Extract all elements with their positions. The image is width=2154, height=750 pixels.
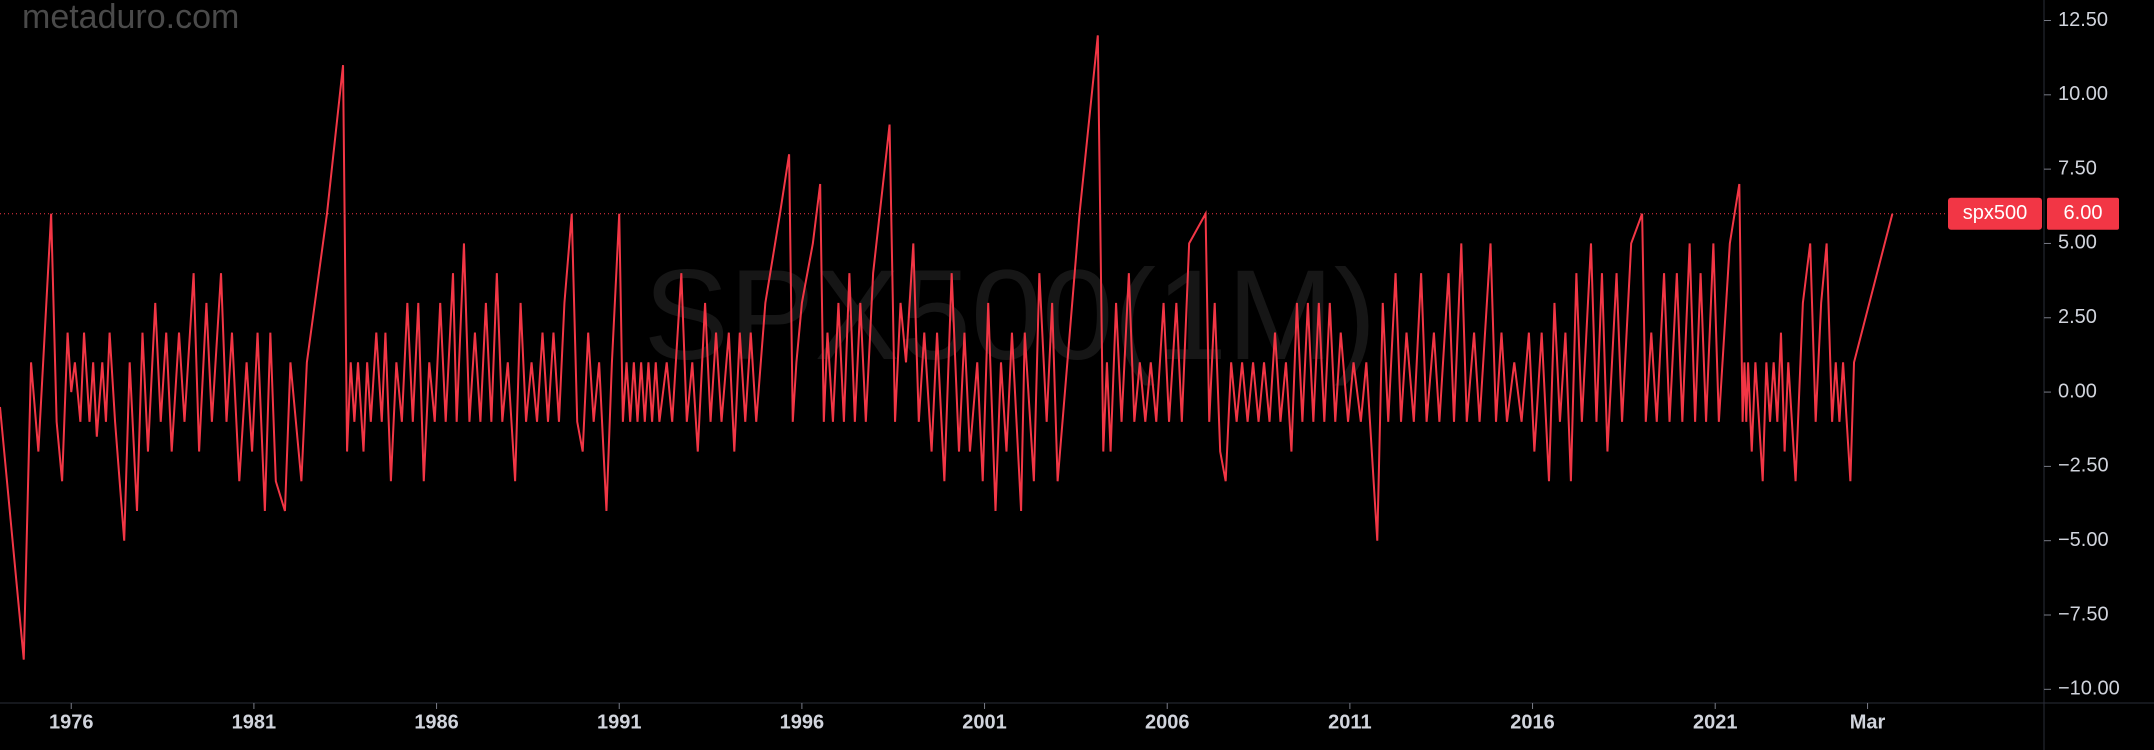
y-tick-label: 12.50 <box>2058 9 2108 31</box>
value-tag <box>2047 197 2119 230</box>
x-tick-label: 2016 <box>1510 711 1555 733</box>
y-tick-label: 7.50 <box>2058 157 2097 179</box>
y-tick-label: −7.50 <box>2058 603 2109 625</box>
x-tick-label: 1986 <box>414 711 459 733</box>
x-tick-label: Mar <box>1850 711 1886 733</box>
y-tick-label: −2.50 <box>2058 455 2109 477</box>
y-tick-label: 5.00 <box>2058 232 2097 254</box>
value-tag-label: 6.00 <box>2064 202 2103 224</box>
source: metaduro.com <box>22 0 239 36</box>
x-tick-label: 1996 <box>780 711 825 733</box>
name-tag-label: spx500 <box>1963 202 2028 224</box>
name-tag <box>1948 197 2042 230</box>
y-tick-label: 10.00 <box>2058 83 2108 105</box>
y-tick-label: −10.00 <box>2058 678 2120 700</box>
x-tick-label: 1981 <box>232 711 277 733</box>
y-tick-label: 0.00 <box>2058 380 2097 402</box>
x-tick-label: 2021 <box>1693 711 1738 733</box>
x-tick-label: 1991 <box>597 711 642 733</box>
series-line <box>0 35 1894 660</box>
x-tick-label: 1976 <box>49 711 94 733</box>
x-tick-label: 2006 <box>1145 711 1190 733</box>
x-tick-label: 2001 <box>962 711 1007 733</box>
y-tick-label: 2.50 <box>2058 306 2097 328</box>
y-tick-label: −5.00 <box>2058 529 2109 551</box>
x-tick-label: 2011 <box>1328 711 1371 733</box>
